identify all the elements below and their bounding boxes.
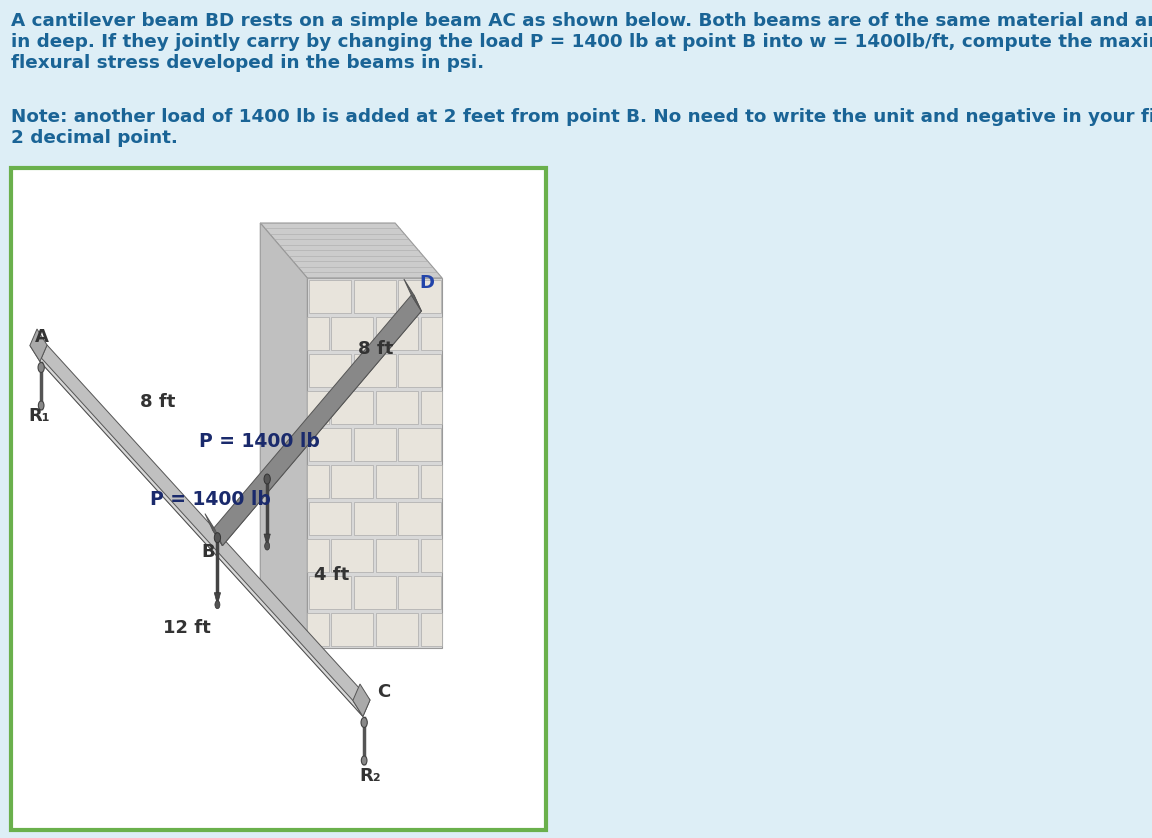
Polygon shape: [212, 295, 422, 546]
Bar: [376, 317, 418, 350]
Circle shape: [362, 756, 367, 765]
Polygon shape: [260, 223, 442, 278]
Circle shape: [38, 363, 44, 372]
Circle shape: [265, 542, 270, 550]
Bar: [420, 539, 442, 572]
Bar: [331, 465, 373, 498]
Bar: [399, 428, 441, 461]
Bar: [399, 354, 441, 387]
Polygon shape: [260, 223, 308, 648]
Bar: [420, 391, 442, 424]
Bar: [309, 502, 351, 535]
Bar: [308, 613, 328, 646]
Circle shape: [361, 717, 367, 727]
Bar: [309, 354, 351, 387]
Bar: [308, 391, 328, 424]
Polygon shape: [353, 684, 370, 716]
Polygon shape: [30, 329, 47, 361]
Circle shape: [215, 601, 220, 608]
Bar: [376, 613, 418, 646]
Bar: [308, 317, 328, 350]
Bar: [354, 280, 396, 313]
Text: 12 ft: 12 ft: [164, 619, 211, 637]
Text: C: C: [378, 683, 391, 701]
Text: R₂: R₂: [359, 768, 381, 785]
Bar: [354, 428, 396, 461]
Bar: [308, 539, 328, 572]
Bar: [331, 317, 373, 350]
Polygon shape: [308, 278, 442, 648]
Text: D: D: [419, 274, 434, 292]
Text: P = 1400 lb: P = 1400 lb: [150, 490, 271, 510]
Bar: [309, 428, 351, 461]
Polygon shape: [205, 514, 222, 546]
Bar: [354, 576, 396, 609]
Text: B: B: [202, 542, 214, 561]
Polygon shape: [404, 279, 422, 311]
Bar: [376, 539, 418, 572]
Bar: [354, 502, 396, 535]
Bar: [309, 576, 351, 609]
Polygon shape: [264, 534, 271, 546]
Text: A: A: [35, 328, 48, 346]
Bar: [420, 317, 442, 350]
Polygon shape: [215, 295, 422, 546]
Bar: [354, 354, 396, 387]
Bar: [420, 613, 442, 646]
Polygon shape: [30, 345, 363, 716]
Bar: [331, 539, 373, 572]
Bar: [12, 168, 546, 830]
Bar: [331, 391, 373, 424]
Text: Note: another load of 1400 lb is added at 2 feet from point B. No need to write : Note: another load of 1400 lb is added a…: [12, 108, 1152, 147]
Text: 4 ft: 4 ft: [313, 566, 349, 584]
Bar: [331, 613, 373, 646]
Bar: [399, 576, 441, 609]
Bar: [399, 502, 441, 535]
Text: 8 ft: 8 ft: [141, 393, 176, 411]
Bar: [376, 391, 418, 424]
Bar: [309, 280, 351, 313]
Polygon shape: [214, 592, 220, 605]
Bar: [399, 280, 441, 313]
Text: A cantilever beam BD rests on a simple beam AC as shown below. Both beams are of: A cantilever beam BD rests on a simple b…: [12, 12, 1152, 71]
Polygon shape: [40, 345, 370, 716]
Circle shape: [38, 401, 44, 410]
Circle shape: [264, 474, 271, 484]
Bar: [376, 465, 418, 498]
Text: R₁: R₁: [29, 407, 51, 426]
Circle shape: [214, 533, 220, 543]
Text: 8 ft: 8 ft: [358, 340, 394, 358]
Bar: [420, 465, 442, 498]
Bar: [308, 465, 328, 498]
Text: P = 1400 lb: P = 1400 lb: [199, 432, 320, 451]
